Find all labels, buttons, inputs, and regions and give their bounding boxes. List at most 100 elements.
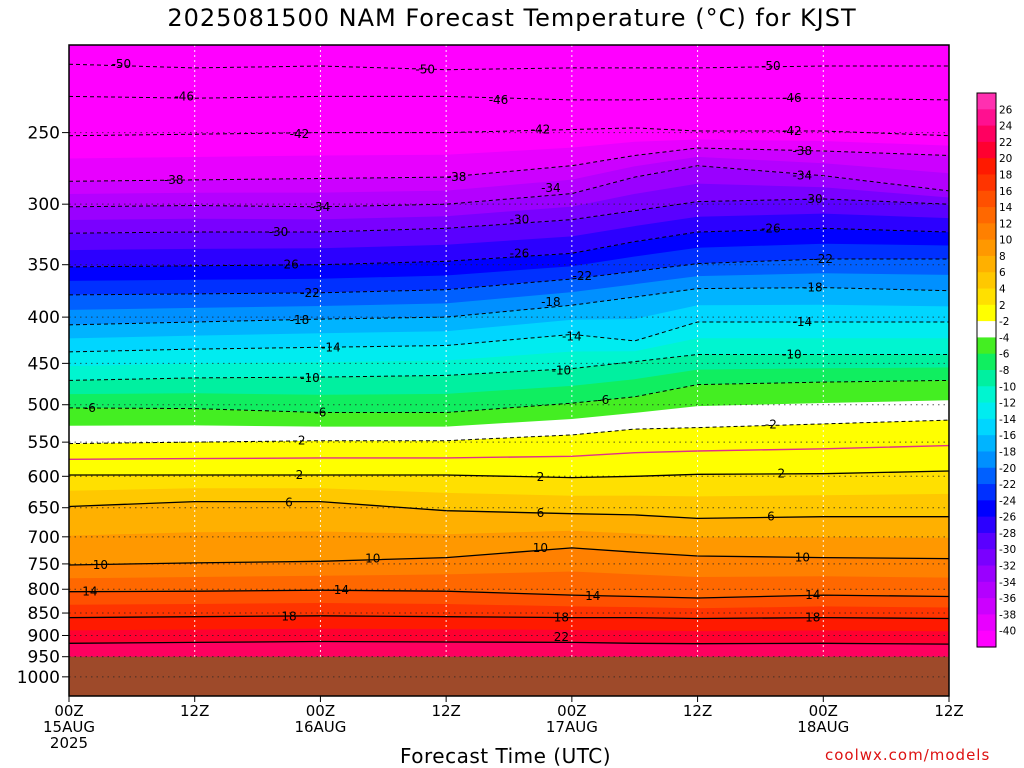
- color-bar-swatch: [977, 402, 996, 420]
- temperature-bands: [69, 45, 949, 696]
- x-tick-label: 2025: [50, 734, 88, 752]
- isotherm-line: [69, 589, 949, 599]
- color-bar-swatch: [977, 532, 996, 550]
- isotherm-label: 14: [585, 589, 600, 603]
- temperature-band: [69, 80, 949, 100]
- color-bar-swatch: [977, 435, 996, 453]
- isotherm-label: -14: [793, 315, 813, 329]
- temperature-band: [69, 488, 949, 519]
- y-tick-label: 950: [28, 648, 60, 668]
- isotherm-label: 10: [365, 552, 380, 566]
- isotherm-label: -2: [765, 418, 777, 432]
- y-tick-label: 600: [28, 467, 60, 487]
- isotherm-line: [69, 500, 949, 520]
- isotherm-label: -46: [782, 91, 802, 105]
- color-bar-swatch: [977, 418, 996, 436]
- color-bar-label: -4: [999, 332, 1010, 344]
- color-bar-label: -32: [999, 561, 1016, 573]
- isotherm-line: [69, 165, 949, 208]
- isotherm-line: [69, 321, 949, 353]
- temperature-band: [69, 445, 949, 478]
- x-tick-label: 17AUG: [546, 718, 598, 736]
- x-tick-label: 00Z: [809, 702, 838, 720]
- color-bar-swatch: [977, 516, 996, 534]
- isotherm-label: -50: [415, 63, 435, 77]
- color-bar-swatch: [977, 451, 996, 469]
- isotherm-label: -10: [552, 363, 572, 377]
- color-bar-label: -18: [999, 446, 1016, 458]
- color-bar-swatch: [977, 598, 996, 616]
- y-tick-label: 800: [28, 580, 60, 600]
- temperature-band: [69, 603, 949, 619]
- isotherm-lines: [69, 63, 949, 645]
- x-tick-label: 00Z: [54, 702, 83, 720]
- isotherm-line: [69, 147, 949, 182]
- isotherm-label: -22: [300, 286, 320, 300]
- temperature-band: [69, 183, 949, 234]
- temperature-band: [69, 628, 949, 645]
- x-tick-label: 12Z: [683, 702, 712, 720]
- isotherm-label: -50: [112, 57, 132, 71]
- isotherm-labels: -50 -50 -50 -46 -46 -46 -42 -42 -42 -38 -38 -38 -34 -…: [82, 57, 833, 644]
- isotherm-label: 10: [795, 551, 810, 565]
- x-tick-label: 15AUG: [43, 718, 95, 736]
- isotherm-label: -38: [164, 173, 184, 187]
- color-bar-swatch: [977, 93, 996, 110]
- isotherm-label: -30: [269, 225, 289, 239]
- color-bar-label: 26: [999, 104, 1013, 116]
- isotherm-label: -42: [531, 122, 551, 136]
- isotherm-label: -6: [314, 405, 326, 419]
- y-tick-label: 350: [28, 256, 60, 276]
- isotherm-line: [69, 547, 949, 566]
- credit-link[interactable]: coolwx.com/models: [825, 746, 991, 764]
- color-bar-label: -10: [999, 381, 1016, 393]
- isotherm-label: -42: [782, 124, 802, 138]
- color-bar-swatch: [977, 321, 996, 339]
- color-bar-label: 6: [999, 267, 1006, 279]
- temperature-band: [69, 304, 949, 352]
- y-tick-label: 1000: [17, 668, 60, 688]
- isotherm-label: 14: [334, 583, 349, 597]
- isotherm-label: -6: [84, 401, 96, 415]
- color-bar-label: 24: [999, 121, 1013, 133]
- color-bar-label: -22: [999, 479, 1016, 491]
- temperature-band: [69, 400, 949, 444]
- color-bar-label: -12: [999, 398, 1016, 410]
- color-bar-swatch: [977, 549, 996, 567]
- color-bar-label: -14: [999, 414, 1016, 426]
- x-tick-label: 16AUG: [294, 718, 346, 736]
- color-bar-swatch: [977, 467, 996, 485]
- color-bar-label: -30: [999, 544, 1016, 556]
- color-bar-label: -40: [999, 626, 1016, 638]
- x-tick-label: 00Z: [306, 702, 335, 720]
- isotherm-line: [69, 640, 949, 645]
- temperature-band: [69, 165, 949, 234]
- isotherm-label: -22: [813, 252, 833, 266]
- color-bar-label: 2: [999, 300, 1006, 312]
- y-tick-label: 850: [28, 604, 60, 624]
- y-tick-label: 450: [28, 354, 60, 374]
- y-tick-label: 250: [28, 124, 60, 144]
- isotherm-label: -34: [793, 169, 813, 183]
- color-bar-label: 18: [999, 169, 1012, 181]
- y-tick-label: 300: [28, 195, 60, 215]
- isotherm-line: [69, 287, 949, 326]
- isotherm-label: -2: [293, 434, 305, 448]
- isotherm-line: [69, 379, 949, 413]
- plot-frame: [68, 44, 950, 697]
- color-bar-label: -2: [999, 316, 1009, 328]
- y-axis: 2503003504004505005506006507007508008509…: [17, 124, 69, 688]
- isotherm-label: -34: [541, 181, 561, 195]
- color-bar-swatch: [977, 125, 996, 143]
- color-bar-label: -26: [999, 512, 1016, 524]
- color-bar-label: 20: [999, 153, 1012, 165]
- color-bar-label: -20: [999, 463, 1016, 475]
- color-bar-label: 14: [999, 202, 1013, 214]
- isotherm-label: -46: [174, 89, 194, 103]
- isotherm-label: 10: [93, 558, 108, 572]
- isotherm-label: 10: [533, 541, 548, 555]
- color-bar-swatch: [977, 288, 996, 306]
- isotherm-label: 2: [778, 467, 786, 481]
- isotherm-label: 2: [296, 468, 304, 482]
- color-bar-label: 22: [999, 137, 1012, 149]
